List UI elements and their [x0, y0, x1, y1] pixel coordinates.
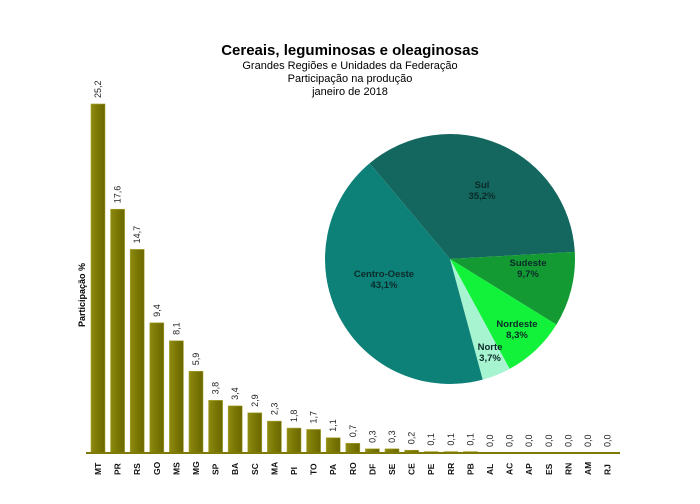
- value-label: 0,1: [465, 433, 475, 446]
- value-label: 1,7: [309, 411, 319, 424]
- pie-label-name: Centro-Oeste: [354, 269, 414, 280]
- category-label: PE: [426, 463, 436, 475]
- value-label: 2,3: [269, 403, 279, 416]
- category-label: TO: [309, 463, 319, 475]
- category-label: RR: [446, 463, 456, 475]
- category-label: PA: [328, 464, 338, 475]
- category-label: SE: [387, 463, 397, 475]
- category-label: PB: [465, 463, 475, 475]
- category-label: CE: [407, 463, 417, 475]
- pie-label-name: Nordeste: [496, 319, 537, 330]
- value-label: 5,9: [191, 353, 201, 366]
- pie-slice-sul: [369, 134, 575, 259]
- pie-label-value: 9,7%: [517, 269, 539, 280]
- category-label: ES: [544, 463, 554, 475]
- category-label: AP: [524, 463, 534, 475]
- chart-title: Cereais, leguminosas e oleaginosas: [221, 42, 479, 59]
- value-label: 0,0: [505, 434, 515, 447]
- pie-slice-sudeste: [450, 251, 575, 325]
- chart-subtitle-date: janeiro de 2018: [312, 86, 388, 98]
- value-label: 25,2: [93, 80, 103, 98]
- chart-subtitle-participation: Participação na produção: [287, 73, 413, 85]
- pie-slice-nordeste: [450, 259, 557, 369]
- value-label: 0,1: [446, 433, 456, 446]
- category-label: MS: [171, 462, 181, 475]
- pie-slices-group: [325, 134, 575, 384]
- value-label: 2,9: [250, 394, 260, 407]
- category-label: BA: [230, 463, 240, 475]
- value-label: 0,0: [485, 434, 495, 447]
- value-label: 14,7: [132, 226, 142, 244]
- pie-label-name: Sudeste: [510, 258, 547, 269]
- category-label: PI: [289, 467, 299, 475]
- pie-slice-centro-oeste: [325, 163, 483, 384]
- pie-label-value: 3,7%: [479, 353, 501, 364]
- value-label: 0,0: [563, 434, 573, 447]
- pie-label-value: 43,1%: [371, 280, 398, 291]
- value-label: 0,0: [524, 434, 534, 447]
- category-label: PR: [113, 463, 123, 475]
- category-label: RS: [132, 463, 142, 475]
- category-label: SC: [250, 463, 260, 475]
- value-label: 17,6: [113, 186, 123, 204]
- value-label: 9,4: [152, 304, 162, 317]
- value-label: 0,3: [387, 430, 397, 443]
- category-label: MG: [191, 461, 201, 475]
- value-label: 0,2: [407, 432, 417, 445]
- category-label: RJ: [603, 464, 613, 475]
- pie-label-value: 8,3%: [506, 330, 528, 341]
- category-label: AL: [485, 464, 495, 475]
- category-label: DF: [367, 464, 377, 475]
- value-label: 0,1: [426, 433, 436, 446]
- value-label: 1,8: [289, 410, 299, 423]
- category-label: MT: [93, 462, 103, 475]
- value-label: 0,0: [603, 434, 613, 447]
- pie-label-name: Sul: [475, 180, 490, 191]
- pie-label-name: Norte: [478, 342, 503, 353]
- pie-label-value: 35,2%: [469, 191, 496, 202]
- value-labels-group: 25,2 17,6 14,7 9,4 8,1 5,9 3,8 3,4 2,9 2,3 1,8 1,7 1…: [93, 80, 613, 447]
- category-label: AC: [505, 463, 515, 475]
- category-label: MA: [269, 462, 279, 475]
- value-label: 0,7: [348, 425, 358, 438]
- category-label: SP: [211, 463, 221, 475]
- category-labels-group: MT PR RS GO MS MG SP BA SC MA PI TO PA RO DF SE CE PE RR PB…: [93, 461, 613, 475]
- category-label: GO: [152, 461, 162, 475]
- value-label: 8,1: [171, 322, 181, 335]
- value-label: 0,3: [367, 430, 377, 443]
- category-label: RN: [563, 463, 573, 475]
- value-label: 3,8: [211, 382, 221, 395]
- chart-titles: Cereais, leguminosas e oleaginosas Grand…: [200, 42, 500, 99]
- chart-subtitle-regions: Grandes Regiões e Unidades da Federação: [242, 60, 458, 72]
- category-label: AM: [583, 462, 593, 475]
- value-label: 0,0: [544, 434, 554, 447]
- category-label: RO: [348, 462, 358, 475]
- pie-slice-norte: [450, 259, 510, 380]
- value-label: 0,0: [583, 434, 593, 447]
- value-label: 1,1: [328, 419, 338, 432]
- value-label: 3,4: [230, 387, 240, 400]
